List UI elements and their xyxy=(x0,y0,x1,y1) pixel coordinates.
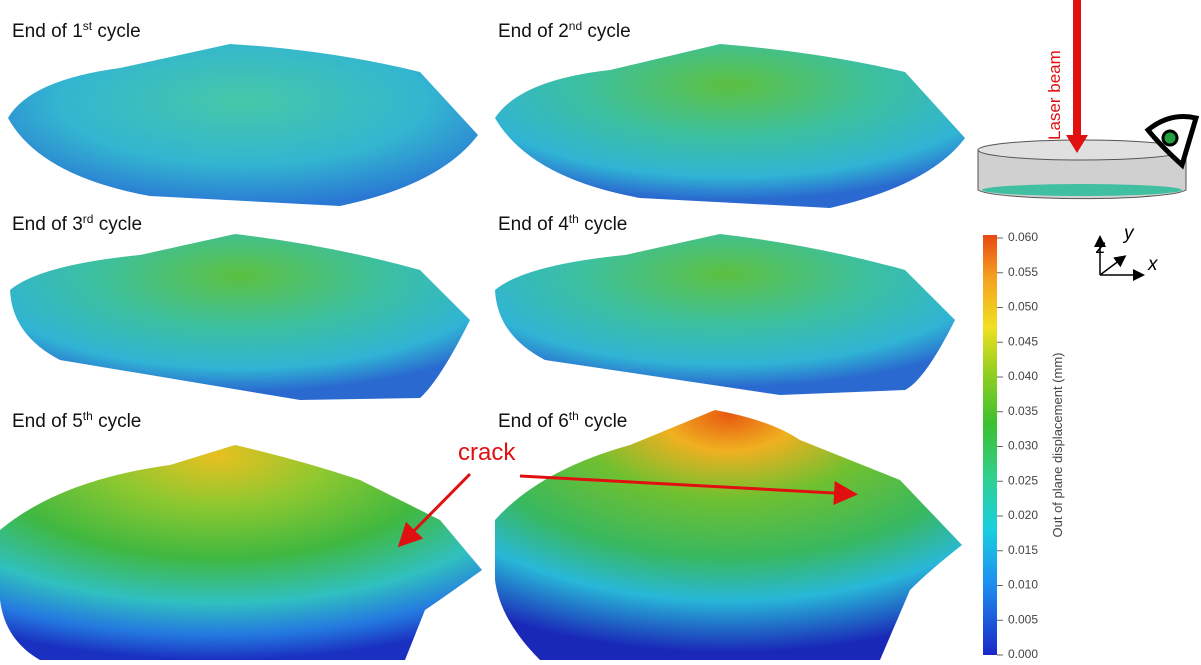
colorbar: Out of plane displacement (mm) 0.000 0.00… xyxy=(983,230,1065,661)
colorbar-gradient xyxy=(983,235,997,655)
surface xyxy=(495,234,955,395)
colorbar-title: Out of plane displacement (mm) xyxy=(1050,353,1065,538)
crack-arrow xyxy=(519,474,858,506)
label-text: cycle xyxy=(93,411,142,432)
label-text: cycle xyxy=(582,21,631,42)
label-text: cycle xyxy=(579,411,628,432)
colorbar-tick-label: 0.010 xyxy=(1008,578,1038,592)
panel-label: End of 2nd cycle xyxy=(498,19,631,42)
colorbar-tick-label: 0.025 xyxy=(1008,473,1038,487)
crack-label: crack xyxy=(458,439,516,466)
label-sup: rd xyxy=(83,212,94,226)
colorbar-tick-label: 0.045 xyxy=(1008,334,1038,348)
axis-letter: x xyxy=(1147,254,1159,275)
colorbar-tick-label: 0.060 xyxy=(1008,230,1038,244)
surface xyxy=(0,445,482,660)
surface xyxy=(10,234,470,400)
colorbar-tick-label: 0.005 xyxy=(1008,612,1038,626)
eye-iris xyxy=(1161,129,1179,147)
label-sup: nd xyxy=(569,19,582,33)
colorbar-tick-label: 0.030 xyxy=(1008,439,1038,453)
colorbar-tick-label: 0.020 xyxy=(1008,508,1038,522)
colorbar-tick-label: 0.035 xyxy=(1008,404,1038,418)
surface xyxy=(8,44,478,206)
beam-label: Laser beam xyxy=(1045,50,1064,140)
label-sup: st xyxy=(83,19,93,33)
label-text: cycle xyxy=(93,214,142,235)
colorbar-tick-label: 0.015 xyxy=(1008,543,1038,557)
surface xyxy=(495,410,962,660)
label-text: cycle xyxy=(92,21,141,42)
label-text: End of 1 xyxy=(12,21,83,42)
panel-label: End of 5th cycle xyxy=(12,409,141,432)
axis-letter: y xyxy=(1122,223,1135,244)
label-text: End of 5 xyxy=(12,411,83,432)
axis-letter: z xyxy=(1095,237,1106,258)
crack-arrow xyxy=(397,472,472,548)
panel-label: End of 3rd cycle xyxy=(12,212,142,235)
label-text: End of 6 xyxy=(498,411,569,432)
label-text: End of 4 xyxy=(498,214,569,235)
colorbar-tick-label: 0.040 xyxy=(1008,369,1038,383)
label-text: cycle xyxy=(579,214,628,235)
colorbar-tick-label: 0.055 xyxy=(1008,265,1038,279)
specimen-bottom xyxy=(982,184,1182,196)
label-sup: th xyxy=(83,409,93,423)
colorbar-tick-label: 0.050 xyxy=(1008,300,1038,314)
beam-head xyxy=(1066,135,1088,153)
label-text: End of 2 xyxy=(498,21,569,42)
panel-label: End of 6th cycle xyxy=(498,409,627,432)
axis-y xyxy=(1099,255,1127,276)
label-text: End of 3 xyxy=(12,214,83,235)
panel-label: End of 1st cycle xyxy=(12,19,141,42)
colorbar-tick-label: 0.000 xyxy=(1008,647,1038,661)
label-sup: th xyxy=(569,409,579,423)
label-sup: th xyxy=(569,212,579,226)
surface xyxy=(495,44,965,208)
panel-label: End of 4th cycle xyxy=(498,212,627,235)
